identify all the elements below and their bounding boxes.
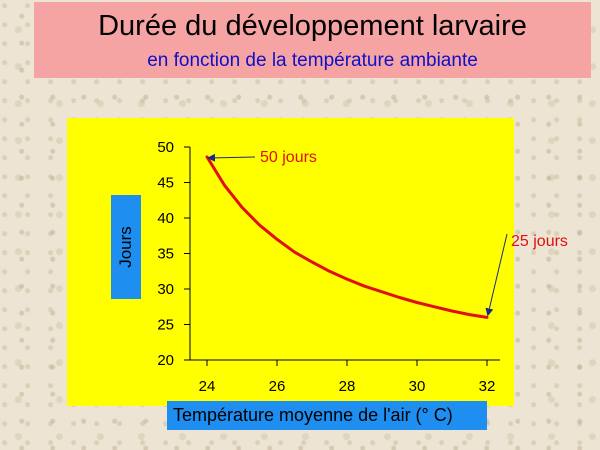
ticks: 20 25 30 35 40 45 50 24 26 28 30 32 xyxy=(157,139,495,395)
y-tick-label: 40 xyxy=(157,210,174,227)
y-axis-label-box: Jours xyxy=(111,195,141,299)
y-tick-label: 50 xyxy=(157,139,174,156)
x-axis-label-box: Température moyenne de l'air (° C) xyxy=(167,401,487,430)
chart-panel xyxy=(67,118,514,406)
annotation-label: 25 jours xyxy=(511,233,568,250)
series-line xyxy=(205,155,489,319)
chart-subtitle: en fonction de la température ambiante xyxy=(147,50,478,71)
chart-title: Durée du développement larvaire xyxy=(98,10,527,42)
x-tick-label: 32 xyxy=(479,378,496,395)
y-tick-label: 35 xyxy=(157,246,174,263)
annotation-arrow xyxy=(485,233,508,317)
annotation-arrow xyxy=(207,153,256,162)
y-axis-label: Jours xyxy=(116,226,135,268)
x-tick-label: 30 xyxy=(409,378,426,395)
annotation-layer: 50 jours 25 jours xyxy=(207,149,568,317)
x-axis-label: Température moyenne de l'air (° C) xyxy=(173,405,453,425)
x-tick-label: 28 xyxy=(339,378,356,395)
y-tick-label: 25 xyxy=(157,317,174,334)
annotation-label: 50 jours xyxy=(260,149,317,166)
title-banner: Durée du développement larvaire en fonct… xyxy=(34,2,591,78)
y-tick-label: 45 xyxy=(157,175,174,192)
curve-layer xyxy=(205,155,489,319)
x-tick-label: 26 xyxy=(269,378,286,395)
axes xyxy=(189,147,500,361)
y-tick-label: 30 xyxy=(157,281,174,298)
y-tick-label: 20 xyxy=(157,352,174,369)
x-tick-label: 24 xyxy=(199,378,216,395)
